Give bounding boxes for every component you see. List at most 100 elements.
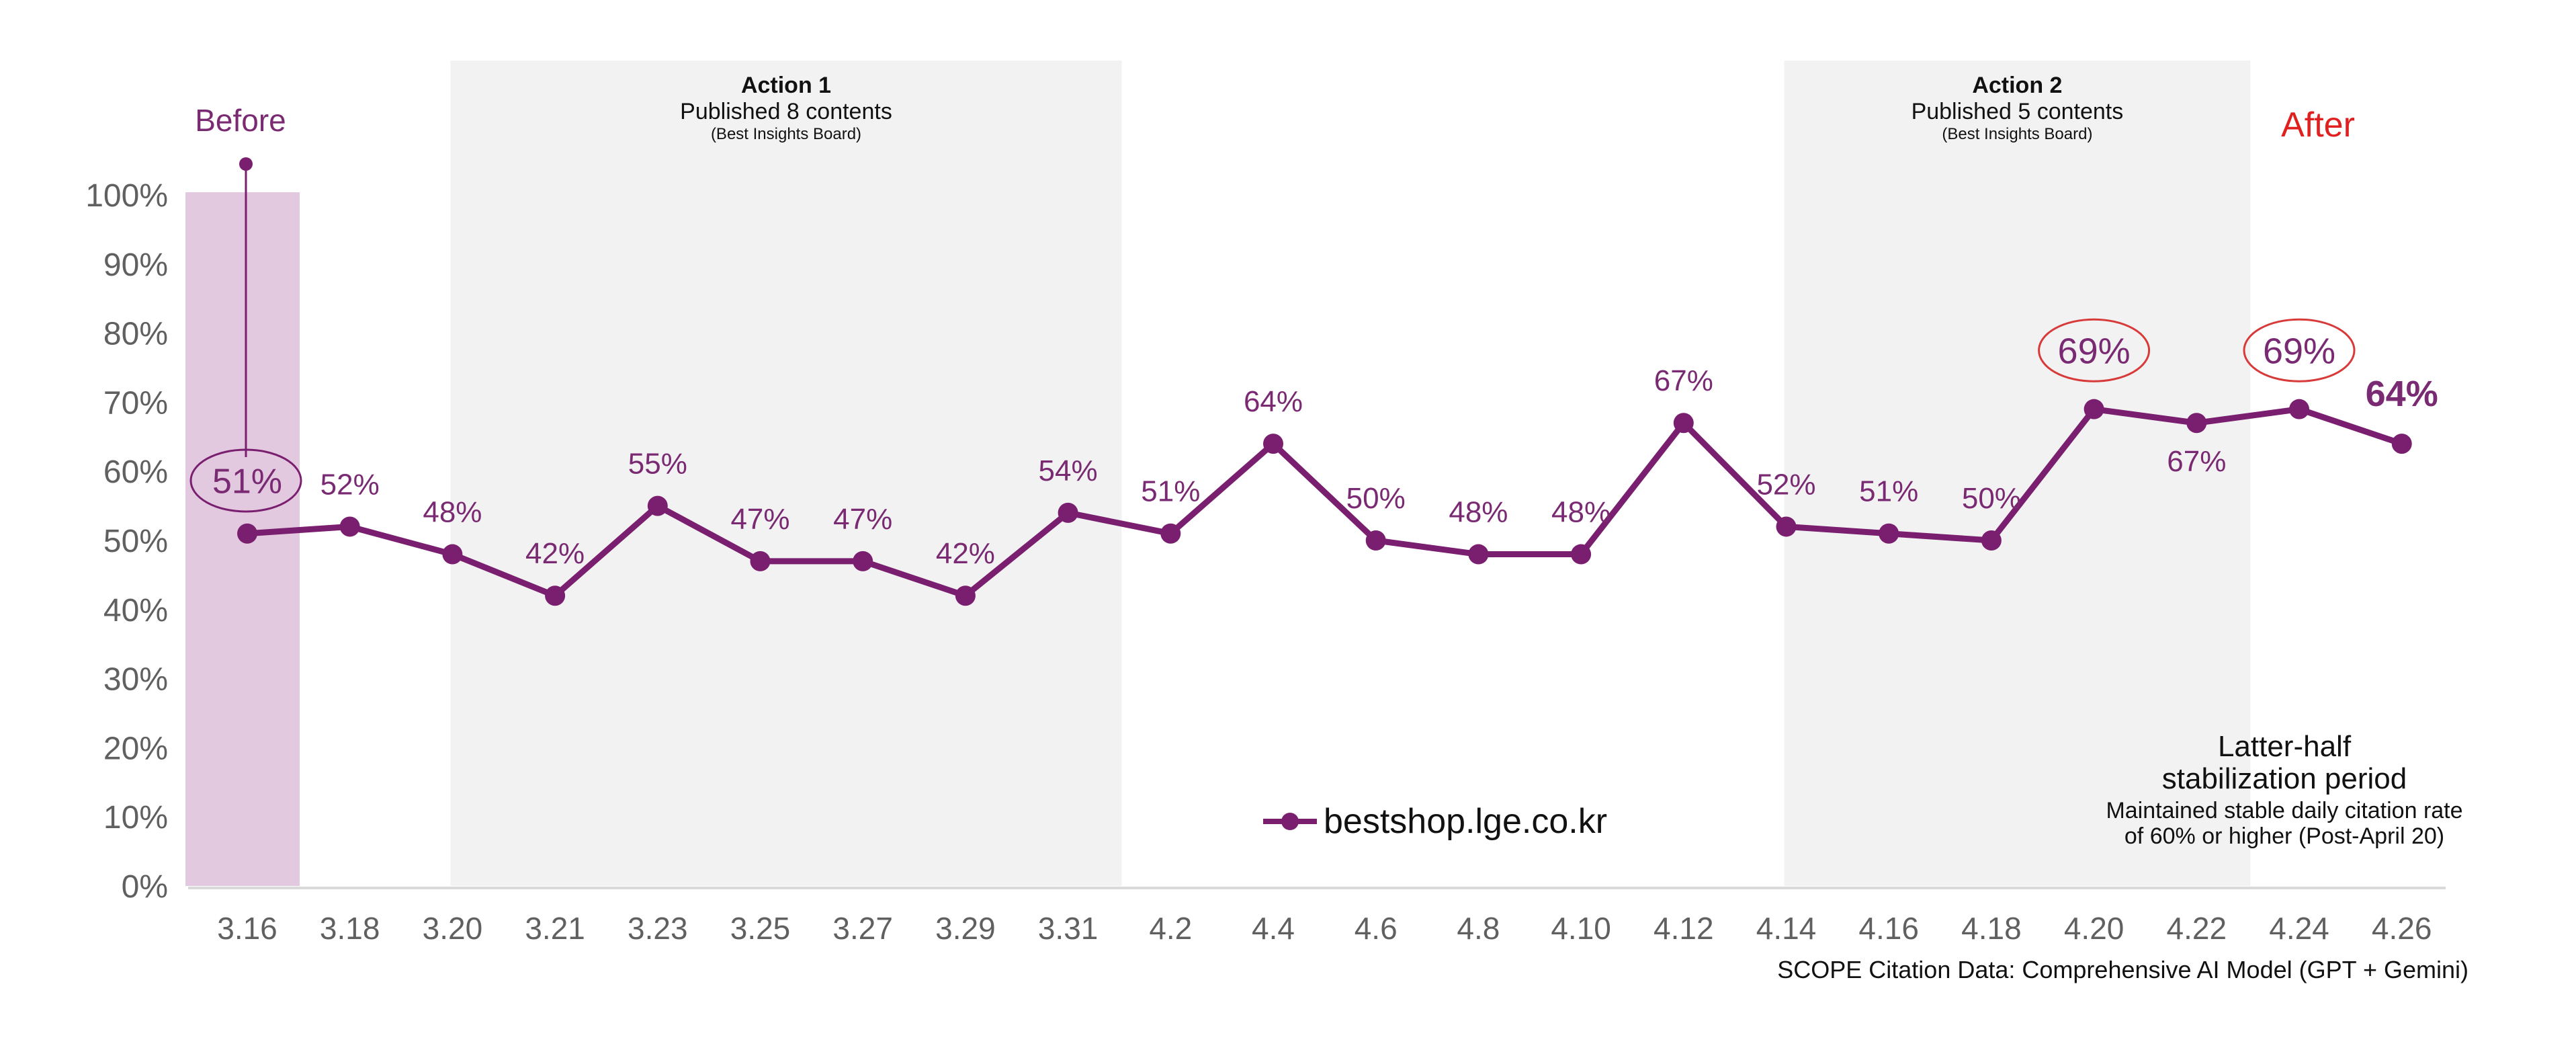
x-tick-label: 4.10 — [1551, 911, 1611, 946]
legend-marker — [1281, 813, 1299, 830]
after-label: After — [2281, 106, 2355, 145]
data-point — [1263, 434, 1283, 454]
series-line-bestshop — [244, 406, 2405, 599]
x-tick-label: 4.2 — [1149, 911, 1192, 946]
x-tick-label: 3.21 — [525, 911, 585, 946]
data-point — [2289, 399, 2309, 419]
data-point — [2186, 413, 2207, 434]
data-point — [339, 516, 360, 537]
data-point — [1879, 523, 1899, 544]
before-label: Before — [195, 103, 286, 138]
stabilization-body-line2: of 60% or higher (Post-April 20) — [2124, 823, 2444, 849]
x-tick-label: 4.6 — [1355, 911, 1398, 946]
data-label: 47% — [730, 503, 789, 536]
y-tick-label: 100% — [85, 178, 168, 214]
data-label: 64% — [2366, 374, 2438, 414]
action-1-note: (Best Insights Board) — [711, 125, 861, 143]
data-label: 50% — [1962, 482, 2021, 515]
data-label: 48% — [423, 496, 482, 529]
x-tick-label: 4.18 — [1961, 911, 2022, 946]
data-label: 52% — [320, 468, 380, 501]
data-label: 51% — [1141, 475, 1200, 508]
period-bands — [185, 60, 2251, 886]
legend: bestshop.lge.co.kr — [1263, 802, 1607, 841]
data-point — [1981, 530, 2002, 551]
x-tick-label: 3.25 — [730, 911, 791, 946]
data-point — [1160, 523, 1181, 544]
x-tick-label: 3.16 — [217, 911, 277, 946]
data-point — [647, 495, 668, 516]
x-tick-label: 4.22 — [2167, 911, 2227, 946]
data-point — [1776, 516, 1797, 537]
x-tick-label: 4.8 — [1457, 911, 1500, 946]
data-label: 64% — [1244, 385, 1303, 418]
stabilization-body-line1: Maintained stable daily citation rate — [2106, 798, 2462, 823]
data-point — [1058, 502, 1078, 523]
stabilization-title-line2: stabilization period — [2162, 762, 2407, 795]
data-label: 67% — [2167, 445, 2226, 478]
action-2-title: Action 2 — [1972, 73, 2062, 98]
action-2-band — [1784, 60, 2251, 886]
x-tick-label: 4.20 — [2064, 911, 2124, 946]
data-label: 54% — [1039, 454, 1098, 487]
x-tick-label: 3.20 — [423, 911, 483, 946]
data-label: 51% — [1859, 475, 1918, 508]
x-tick-label: 3.27 — [832, 911, 893, 946]
data-point — [2391, 434, 2412, 454]
data-label: 48% — [1551, 496, 1611, 529]
data-point — [1468, 544, 1489, 565]
x-tick-label: 4.14 — [1756, 911, 1817, 946]
x-tick-label: 3.29 — [935, 911, 996, 946]
data-label: 51% — [212, 462, 282, 501]
data-point — [545, 585, 566, 606]
data-point — [2084, 399, 2104, 419]
y-tick-label: 70% — [103, 385, 168, 421]
data-point — [1365, 530, 1386, 551]
highlight-ring — [2038, 318, 2151, 382]
data-point — [1571, 544, 1592, 565]
data-label: 69% — [2263, 331, 2335, 372]
action-2-subtitle: Published 5 contents — [1912, 99, 2124, 124]
x-tick-label: 4.26 — [2372, 911, 2432, 946]
y-tick-label: 60% — [103, 454, 168, 490]
data-point — [237, 523, 257, 544]
data-label: 48% — [1449, 496, 1508, 529]
series-line-group — [237, 399, 2412, 606]
data-point — [955, 585, 976, 606]
legend-label: bestshop.lge.co.kr — [1324, 802, 1607, 841]
data-point — [1673, 413, 1694, 434]
action-1-band — [450, 60, 1122, 886]
data-point — [750, 551, 771, 571]
x-tick-label: 4.12 — [1654, 911, 1714, 946]
data-label: 69% — [2058, 331, 2131, 372]
data-labels: 51% 52% 48% 42% 55% 47% 47% 42% 54% 51% 64% 50% 48% 4… — [189, 318, 2438, 570]
data-label: 50% — [1346, 482, 1406, 515]
y-tick-label: 20% — [103, 731, 168, 766]
action-1-subtitle: Published 8 contents — [680, 99, 892, 124]
y-tick-label: 0% — [122, 869, 168, 905]
y-tick-label: 40% — [103, 593, 168, 629]
y-tick-label: 50% — [103, 524, 168, 559]
x-tick-label: 4.16 — [1858, 911, 1919, 946]
highlight-ring — [2243, 318, 2356, 382]
before-marker-dot — [239, 157, 253, 171]
data-label: 55% — [628, 448, 687, 481]
x-tick-label: 4.4 — [1252, 911, 1295, 946]
x-tick-label: 3.23 — [628, 911, 688, 946]
x-tick-label: 3.18 — [320, 911, 380, 946]
stabilization-title-line1: Latter-half — [2218, 730, 2352, 763]
action-2-note: (Best Insights Board) — [1942, 125, 2092, 143]
y-tick-label: 90% — [103, 247, 168, 283]
data-label: 42% — [936, 537, 995, 570]
data-point — [442, 544, 463, 565]
data-label: 67% — [1654, 364, 1713, 397]
y-axis: 0% 10% 20% 30% 40% 50% 60% 70% 80% 90% 100% — [85, 178, 168, 905]
x-tick-label: 4.24 — [2269, 911, 2329, 946]
x-tick-label: 3.31 — [1038, 911, 1099, 946]
y-tick-label: 80% — [103, 317, 168, 352]
source-note: SCOPE Citation Data: Comprehensive AI Mo… — [1777, 956, 2468, 983]
data-label: 47% — [833, 503, 892, 536]
action-1-title: Action 1 — [741, 73, 831, 98]
